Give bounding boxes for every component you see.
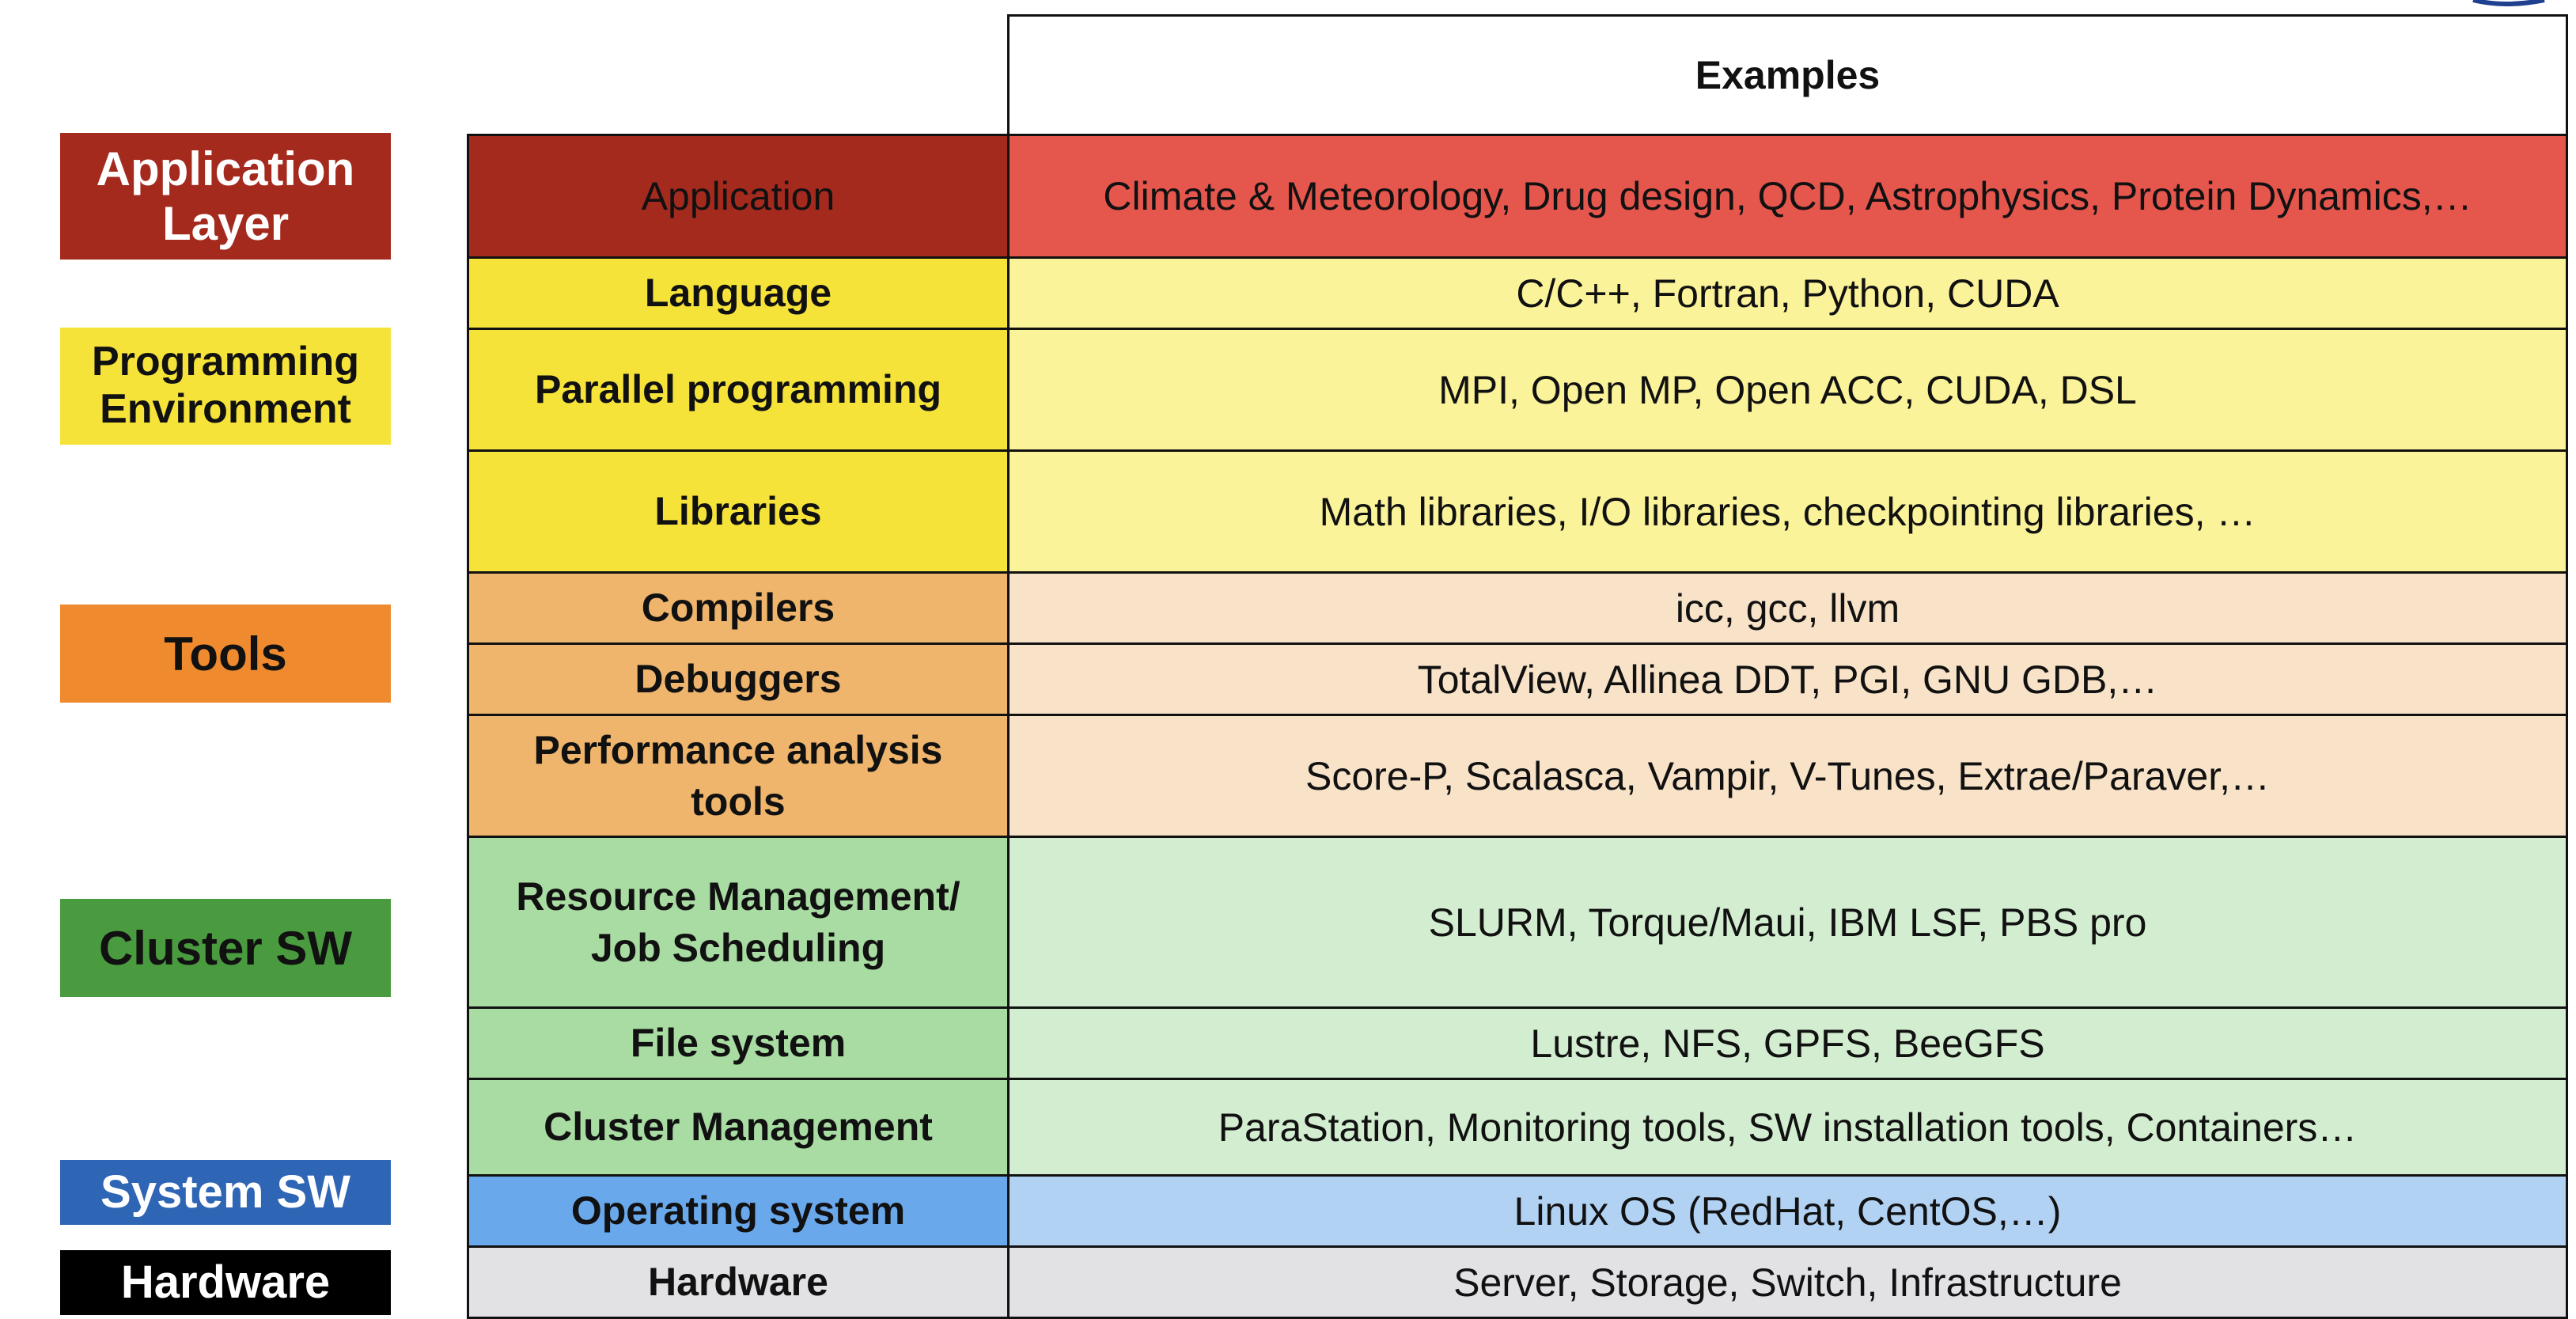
examples-cell: ParaStation, Monitoring tools, SW instal…: [1007, 1078, 2568, 1177]
category-cell: Performance analysis tools: [467, 714, 1010, 838]
examples-cell: Climate & Meteorology, Drug design, QCD,…: [1007, 134, 2568, 259]
category-cell: Application: [467, 134, 1010, 259]
examples-text: TotalView, Allinea DDT, PGI, GNU GDB,…: [1417, 657, 2158, 702]
examples-text: Score-P, Scalasca, Vampir, V-Tunes, Extr…: [1305, 753, 2271, 798]
layer-label-application: Application Layer: [60, 133, 391, 260]
examples-text: Climate & Meteorology, Drug design, QCD,…: [1103, 174, 2472, 218]
layer-label-line: Cluster SW: [98, 921, 353, 975]
category-cell: Parallel programming: [467, 328, 1010, 452]
category-label: Parallel programming: [534, 367, 942, 411]
category-label: Compilers: [641, 586, 835, 630]
layer-label-line: Environment: [100, 386, 351, 432]
category-cell: Debuggers: [467, 642, 1010, 716]
examples-cell: TotalView, Allinea DDT, PGI, GNU GDB,…: [1007, 642, 2568, 716]
category-label: Hardware: [648, 1260, 828, 1304]
category-label: Application: [641, 173, 835, 218]
category-label: tools: [691, 779, 786, 824]
category-label: Cluster Management: [544, 1105, 933, 1149]
category-cell: Resource Management/Job Scheduling: [467, 836, 1010, 1009]
examples-text: ParaStation, Monitoring tools, SW instal…: [1218, 1105, 2358, 1150]
layer-label-system: System SW: [60, 1160, 391, 1225]
examples-cell: Server, Storage, Switch, Infrastructure: [1007, 1245, 2568, 1319]
category-label: Operating system: [570, 1188, 906, 1233]
layer-label-line: Layer: [161, 197, 290, 250]
examples-cell: Linux OS (RedHat, CentOS,…): [1007, 1174, 2568, 1248]
layer-label-line: Application: [96, 142, 355, 195]
layer-label-line: System SW: [100, 1165, 350, 1218]
examples-text: C/C++, Fortran, Python, CUDA: [1516, 271, 2059, 316]
category-label: Language: [644, 271, 832, 315]
examples-cell: MPI, Open MP, Open ACC, CUDA, DSL: [1007, 328, 2568, 452]
examples-cell: C/C++, Fortran, Python, CUDA: [1007, 256, 2568, 330]
category-label: Debuggers: [635, 657, 842, 701]
examples-header: Examples: [1007, 14, 2568, 136]
examples-cell: Lustre, NFS, GPFS, BeeGFS: [1007, 1006, 2568, 1080]
examples-header-label: Examples: [1695, 53, 1881, 97]
layer-label-line: Programming: [91, 339, 360, 385]
layer-label-programming: Programming Environment: [60, 328, 391, 445]
category-cell: Operating system: [467, 1174, 1010, 1248]
layer-label-line: Hardware: [120, 1256, 331, 1308]
category-label: Performance analysis: [533, 727, 943, 772]
examples-cell: Math libraries, I/O libraries, checkpoin…: [1007, 449, 2568, 574]
examples-cell: Score-P, Scalasca, Vampir, V-Tunes, Extr…: [1007, 714, 2568, 838]
examples-text: Lustre, NFS, GPFS, BeeGFS: [1530, 1021, 2045, 1066]
examples-text: Linux OS (RedHat, CentOS,…): [1513, 1188, 2062, 1234]
category-cell: Hardware: [467, 1245, 1010, 1319]
category-cell: Cluster Management: [467, 1078, 1010, 1177]
examples-text: SLURM, Torque/Maui, IBM LSF, PBS pro: [1428, 900, 2147, 945]
corner-decoration: [2472, 0, 2545, 6]
layer-label-line: Tools: [164, 627, 287, 680]
category-cell: Libraries: [467, 449, 1010, 574]
category-cell: Compilers: [467, 571, 1010, 645]
examples-cell: SLURM, Torque/Maui, IBM LSF, PBS pro: [1007, 836, 2568, 1009]
layer-label-tools: Tools: [60, 605, 391, 703]
category-label: Libraries: [654, 489, 822, 533]
examples-text: MPI, Open MP, Open ACC, CUDA, DSL: [1438, 367, 2137, 412]
layer-label-hardware: Hardware: [60, 1250, 391, 1315]
category-cell: Language: [467, 256, 1010, 330]
examples-text: Server, Storage, Switch, Infrastructure: [1453, 1260, 2122, 1305]
examples-cell: icc, gcc, llvm: [1007, 571, 2568, 645]
category-cell: File system: [467, 1006, 1010, 1080]
category-label: Resource Management/: [516, 874, 960, 919]
examples-text: Math libraries, I/O libraries, checkpoin…: [1319, 489, 2256, 534]
category-label: Job Scheduling: [590, 925, 886, 970]
layer-label-cluster: Cluster SW: [60, 899, 391, 997]
examples-text: icc, gcc, llvm: [1675, 586, 1900, 631]
category-label: File system: [630, 1021, 847, 1065]
